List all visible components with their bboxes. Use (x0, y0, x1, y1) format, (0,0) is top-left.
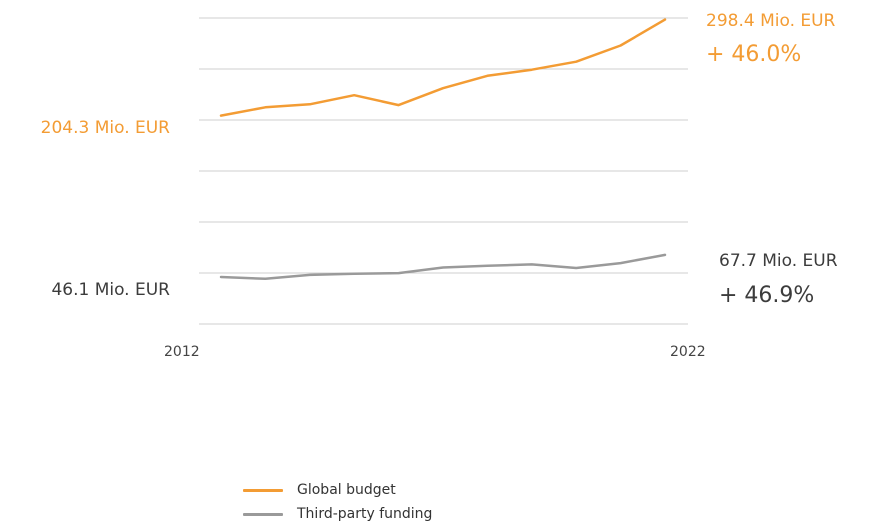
legend-swatch-third-party-funding (243, 512, 283, 516)
legend-item-global-budget: Global budget (243, 478, 432, 502)
third-party-end-label: 67.7 Mio. EUR (719, 251, 838, 271)
global-budget-start-label: 204.3 Mio. EUR (40, 118, 170, 138)
legend-item-third-party-funding: Third-party funding (243, 502, 432, 526)
legend-label-global-budget: Global budget (297, 482, 396, 498)
global-budget-end-label: 298.4 Mio. EUR (706, 11, 836, 31)
third-party-change-label: + 46.9% (719, 283, 815, 308)
legend-swatch-global-budget (243, 488, 283, 492)
series-line-third-party-funding (219, 253, 667, 281)
x-tick-label-end: 2022 (670, 344, 706, 360)
legend-label-third-party-funding: Third-party funding (297, 506, 433, 522)
third-party-start-label: 46.1 Mio. EUR (51, 280, 170, 300)
legend: Global budget Third-party funding (243, 478, 432, 526)
global-budget-change-label: + 46.0% (706, 42, 802, 67)
x-tick-label-start: 2012 (164, 344, 200, 360)
series-line-global-budget (219, 18, 667, 117)
